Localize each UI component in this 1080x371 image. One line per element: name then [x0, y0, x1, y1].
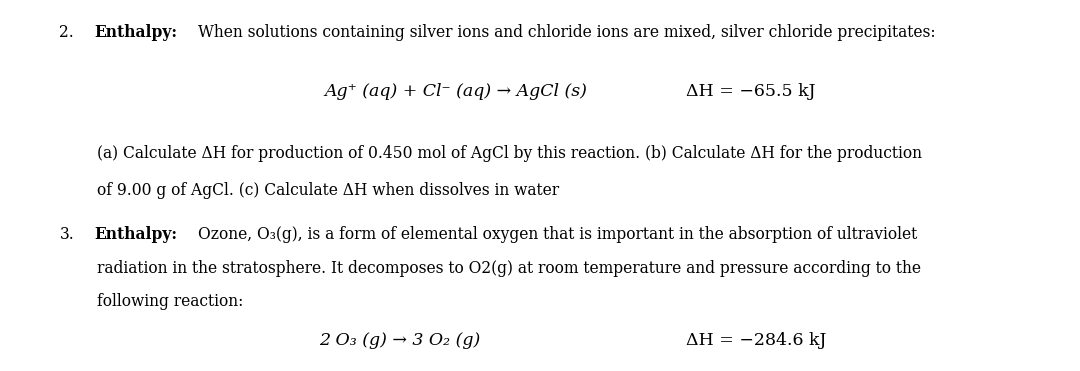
- Text: ΔH = −284.6 kJ: ΔH = −284.6 kJ: [686, 332, 826, 349]
- Text: radiation in the stratosphere. It decomposes to O2(g) at room temperature and pr: radiation in the stratosphere. It decomp…: [97, 260, 921, 277]
- Text: 2 O₃ (g) → 3 O₂ (g): 2 O₃ (g) → 3 O₂ (g): [319, 332, 480, 349]
- Text: 2.: 2.: [59, 24, 75, 41]
- Text: ΔH = −65.5 kJ: ΔH = −65.5 kJ: [686, 83, 815, 101]
- Text: When solutions containing silver ions and chloride ions are mixed, silver chlori: When solutions containing silver ions an…: [198, 24, 935, 41]
- Text: Enthalpy:: Enthalpy:: [94, 24, 177, 41]
- Text: (a) Calculate ΔH for production of 0.450 mol of AgCl by this reaction. (b) Calcu: (a) Calculate ΔH for production of 0.450…: [97, 145, 922, 162]
- Text: following reaction:: following reaction:: [97, 293, 244, 310]
- Text: Enthalpy:: Enthalpy:: [94, 226, 177, 243]
- Text: of 9.00 g of AgCl. (c) Calculate ΔH when dissolves in water: of 9.00 g of AgCl. (c) Calculate ΔH when…: [97, 182, 559, 199]
- Text: Ozone, O₃(g), is a form of elemental oxygen that is important in the absorption : Ozone, O₃(g), is a form of elemental oxy…: [198, 226, 917, 243]
- Text: 3.: 3.: [59, 226, 75, 243]
- Text: Ag⁺ (aq) + Cl⁻ (aq) → AgCl (s): Ag⁺ (aq) + Cl⁻ (aq) → AgCl (s): [324, 83, 586, 101]
